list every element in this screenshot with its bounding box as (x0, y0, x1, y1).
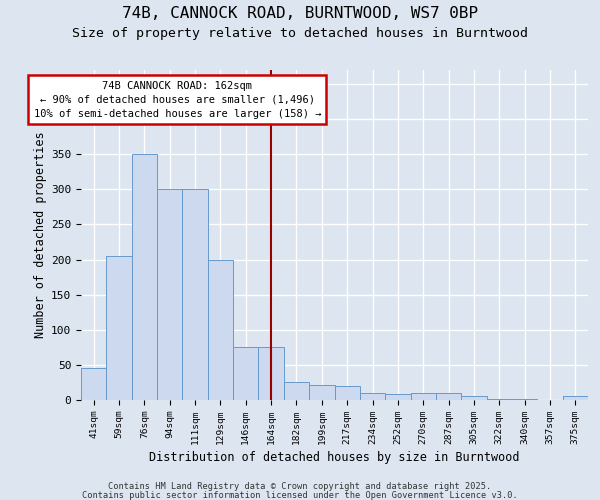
Bar (233, 348, 259, 400)
Bar (461, 396, 487, 400)
Bar (436, 393, 461, 400)
Bar (284, 382, 309, 400)
Bar (106, 256, 132, 400)
Bar (385, 394, 410, 400)
Text: Size of property relative to detached houses in Burntwood: Size of property relative to detached ho… (72, 28, 528, 40)
Bar (563, 396, 588, 400)
Bar (157, 190, 182, 400)
Y-axis label: Number of detached properties: Number of detached properties (34, 132, 47, 338)
Bar (410, 393, 436, 400)
Bar (208, 260, 233, 400)
Bar (81, 368, 106, 400)
Text: 74B CANNOCK ROAD: 162sqm
← 90% of detached houses are smaller (1,496)
10% of sem: 74B CANNOCK ROAD: 162sqm ← 90% of detach… (34, 80, 321, 118)
X-axis label: Distribution of detached houses by size in Burntwood: Distribution of detached houses by size … (149, 451, 520, 464)
Text: Contains HM Land Registry data © Crown copyright and database right 2025.: Contains HM Land Registry data © Crown c… (109, 482, 491, 491)
Text: Contains public sector information licensed under the Open Government Licence v3: Contains public sector information licen… (82, 490, 518, 500)
Bar (182, 190, 208, 400)
Bar (309, 384, 335, 400)
Bar (360, 393, 385, 400)
Bar (335, 386, 360, 400)
Bar (259, 348, 284, 400)
Text: 74B, CANNOCK ROAD, BURNTWOOD, WS7 0BP: 74B, CANNOCK ROAD, BURNTWOOD, WS7 0BP (122, 6, 478, 20)
Bar (132, 154, 157, 400)
